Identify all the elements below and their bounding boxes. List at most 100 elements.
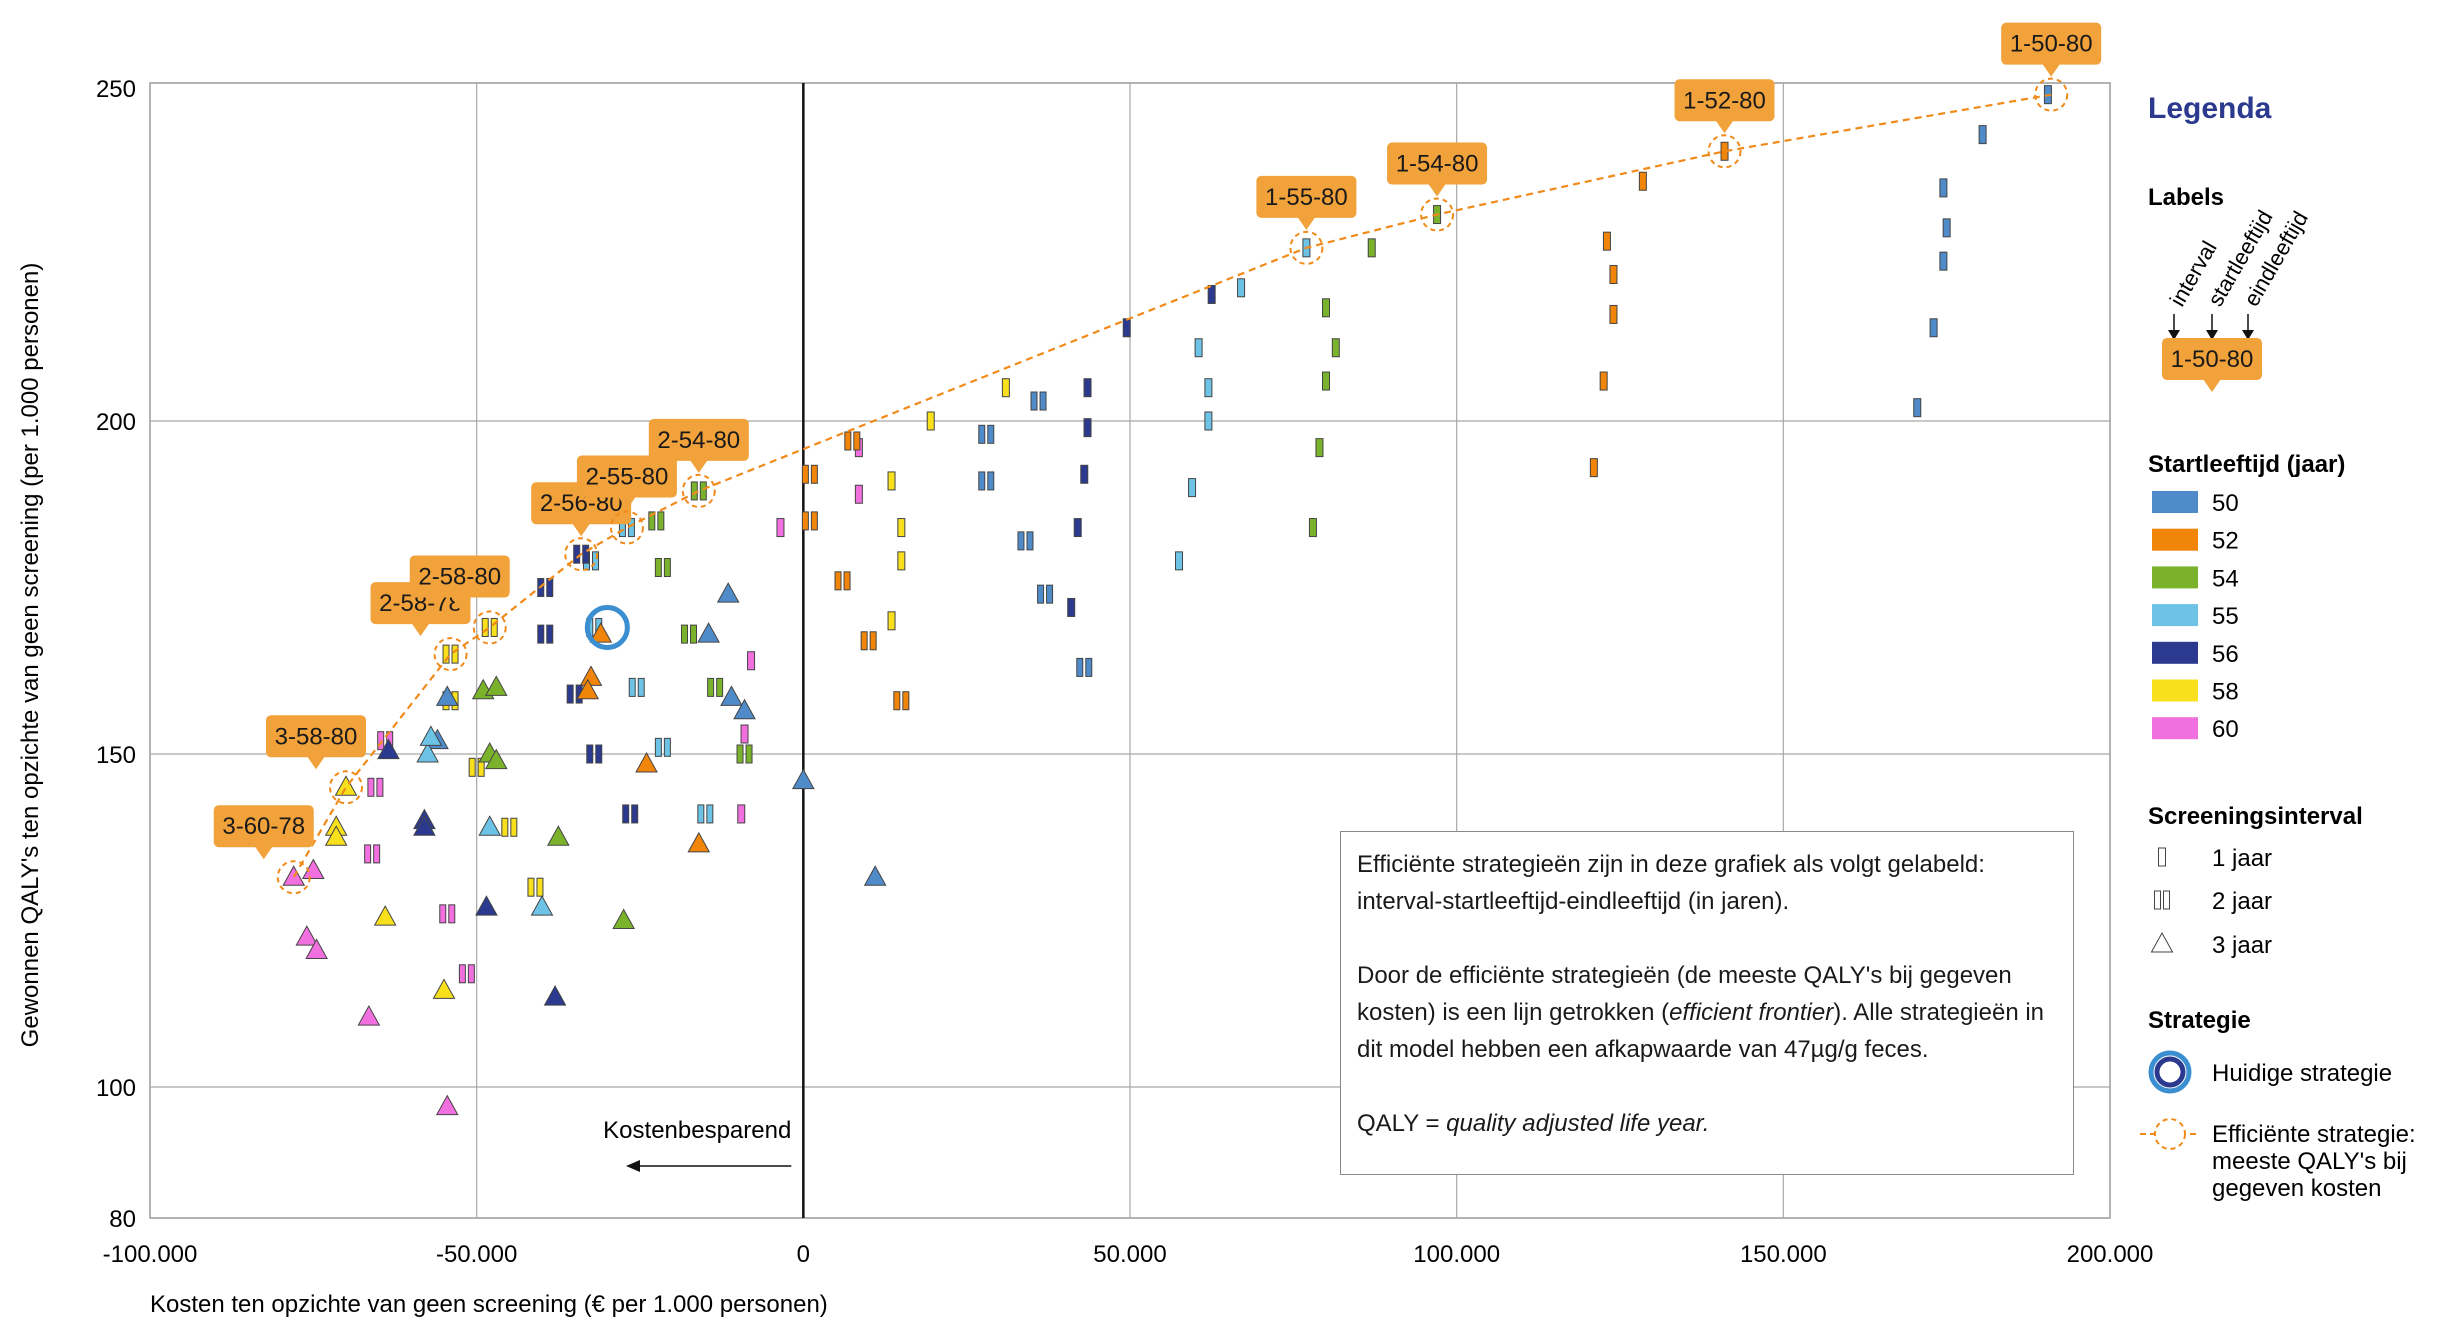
point-start-55-interval-1 [1175, 551, 1183, 571]
frontier-line [292, 93, 2052, 878]
point-start-56-interval-1 [1080, 464, 1089, 484]
point-start-58-interval-1 [1001, 378, 1010, 398]
point-start-54-interval-2 [736, 744, 753, 764]
point-start-54-interval-1 [1308, 518, 1317, 538]
frontier-label: 1-50-80 [2001, 22, 2102, 77]
point-start-52-interval-3 [589, 622, 613, 643]
note-text-a: Door de efficiënte strategieën (de meest… [1357, 962, 2012, 1026]
point-start-50-interval-2 [1030, 391, 1047, 411]
point-start-52-interval-1 [1638, 171, 1647, 191]
x-tick-label: 100.000 [1413, 1241, 1500, 1268]
point-start-58-interval-1 [887, 471, 896, 491]
point-start-60-interval-1 [747, 651, 756, 671]
svg-text:1-54-80: 1-54-80 [1396, 151, 1479, 178]
x-tick-label: 200.000 [2067, 1241, 2154, 1268]
x-tick-label: 0 [797, 1241, 810, 1268]
point-start-55-interval-1 [1194, 338, 1203, 358]
frontier-point [433, 637, 468, 672]
legend-efficient-label: meeste QALY's bij [2212, 1148, 2407, 1175]
legend-swatch-56 [2152, 641, 2198, 664]
legend-start-label: 60 [2212, 716, 2239, 743]
point-start-50-interval-1 [1978, 125, 1987, 145]
legend-interval-label: 1 jaar [2212, 845, 2272, 872]
y-axis-title: Gewonnen QALY's ten opzichte van geen sc… [17, 263, 44, 1048]
legend-swatch-52 [2152, 528, 2198, 551]
point-start-60-interval-1 [776, 518, 785, 538]
point-start-54-interval-3 [484, 675, 508, 696]
note-qaly-definition: quality adjusted life year. [1446, 1110, 1710, 1137]
note-line-1: Efficiënte strategieën zijn in deze graf… [1357, 851, 1985, 878]
point-start-50-interval-1 [1929, 318, 1938, 338]
point-start-55-interval-3 [478, 815, 502, 836]
point-start-60-interval-1 [854, 484, 863, 504]
arrow-down-icon [2206, 330, 2218, 340]
y-tick-label: 150 [96, 742, 136, 769]
x-tick-label: 150.000 [1740, 1241, 1827, 1268]
legend-interval-symbol-3 [2150, 931, 2174, 953]
frontier-label: 2-55-80 [576, 455, 677, 510]
point-start-56-interval-1 [1067, 597, 1076, 617]
point-start-50-interval-2 [1017, 531, 1034, 551]
legend-efficient-label: gegeven kosten [2212, 1175, 2381, 1202]
point-start-50-interval-2 [978, 424, 995, 444]
point-start-52-interval-2 [801, 464, 818, 484]
point-start-58-interval-1 [897, 551, 906, 571]
point-start-54-interval-2 [654, 558, 671, 578]
legend-strategy-heading: Strategie [2148, 1007, 2251, 1034]
point-start-60-interval-3 [435, 1094, 459, 1116]
point-start-58-interval-3 [432, 978, 456, 999]
frontier-point [472, 610, 507, 645]
point-start-54-interval-2 [707, 677, 724, 697]
frontier-label: 3-58-80 [266, 715, 366, 770]
point-start-52-interval-1 [1589, 458, 1598, 478]
point-start-58-interval-3 [373, 905, 397, 926]
svg-text:1-55-80: 1-55-80 [1265, 184, 1348, 211]
legend-swatch-50 [2152, 491, 2198, 513]
y-tick-label: 80 [109, 1206, 136, 1233]
point-start-52-interval-1 [1599, 371, 1608, 391]
point-start-52-interval-2 [801, 511, 818, 531]
frontier-point [1289, 230, 1324, 265]
y-tick-label: 100 [96, 1075, 136, 1102]
frontier-label: 1-54-80 [1387, 142, 1488, 197]
point-start-50-interval-3 [733, 698, 756, 720]
data-points [282, 85, 2052, 1116]
legend-interval-heading: Screeningsinterval [2148, 803, 2363, 830]
arrow-head-icon [626, 1160, 640, 1172]
frontier-point [2034, 77, 2069, 112]
legend-frontier-icon [2154, 1118, 2186, 1150]
svg-text:2-54-80: 2-54-80 [657, 427, 740, 454]
legend-interval-label: 2 jaar [2212, 888, 2272, 915]
point-start-52-interval-3 [635, 751, 658, 773]
point-start-50-interval-2 [1076, 657, 1093, 677]
point-start-54-interval-2 [648, 511, 665, 531]
point-start-50-interval-1 [1913, 398, 1922, 418]
legend-interval-label: 3 jaar [2212, 932, 2272, 959]
frontier-point [276, 860, 311, 895]
point-start-56-interval-1 [1122, 318, 1131, 338]
point-start-55-interval-2 [654, 737, 671, 757]
legend-interval-symbol-2 [2154, 890, 2170, 910]
point-start-50-interval-3 [791, 768, 815, 790]
point-start-55-interval-1 [1204, 411, 1213, 431]
frontier-point [1707, 134, 1742, 169]
point-start-55-interval-1 [1204, 378, 1213, 398]
point-start-56-interval-2 [622, 804, 639, 824]
legend-start-label: 56 [2212, 641, 2239, 668]
point-start-50-interval-2 [978, 471, 995, 491]
legend-title: Legenda [2148, 92, 2272, 125]
point-start-50-interval-1 [1939, 178, 1948, 198]
point-start-58-interval-1 [926, 411, 935, 431]
frontier-point [1420, 197, 1455, 232]
x-tick-label: 50.000 [1093, 1241, 1166, 1268]
note-text-b: ). Alle strategieën in dit model hebben … [1357, 999, 2045, 1063]
point-start-60-interval-2 [364, 844, 381, 864]
point-start-50-interval-1 [1939, 251, 1948, 271]
point-start-60-interval-2 [439, 904, 456, 924]
point-start-58-interval-2 [481, 617, 498, 637]
point-start-54-interval-2 [681, 624, 697, 644]
point-start-60-interval-1 [740, 724, 749, 744]
legend-start-label: 54 [2212, 565, 2239, 592]
legend-current-strategy-ring [2154, 1056, 2186, 1088]
